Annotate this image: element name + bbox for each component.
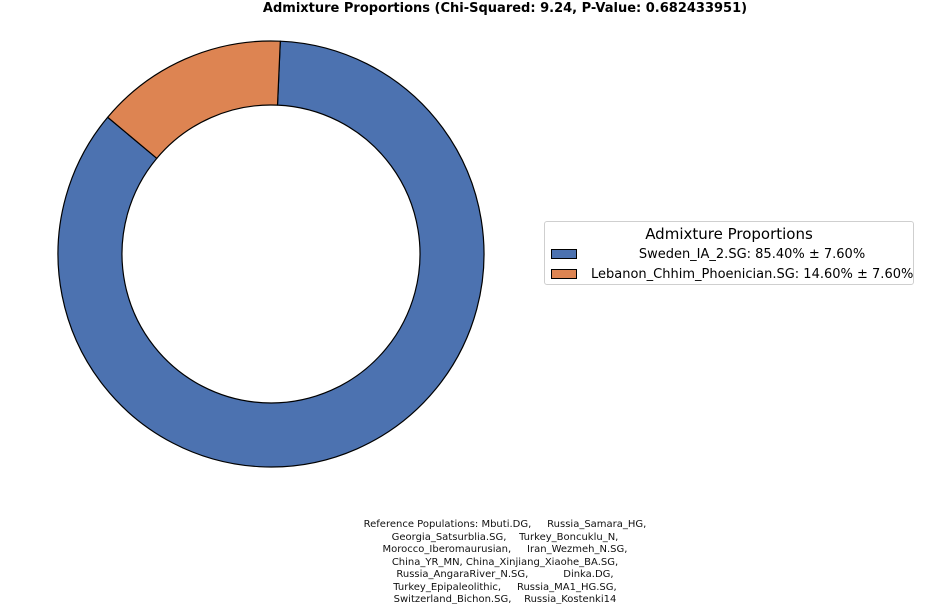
legend-item-lebanon: Lebanon_Chhim_Phoenician.SG: 14.60% ± 7.… — [551, 266, 914, 284]
legend-item-sweden: Sweden_IA_2.SG: 85.40% ± 7.60% — [551, 246, 911, 264]
legend-swatch-sweden — [551, 249, 577, 259]
donut-slice-lebanon — [107, 40, 281, 159]
legend-label-sweden: Sweden_IA_2.SG: 85.40% ± 7.60% — [638, 247, 866, 262]
legend: Admixture Proportions Sweden_IA_2.SG: 85… — [544, 221, 914, 285]
donut-slice-sweden — [57, 40, 485, 468]
chart-title: Admixture Proportions (Chi-Squared: 9.24… — [262, 1, 748, 16]
reference-populations-note: Reference Populations: Mbuti.DG, Russia_… — [363, 519, 647, 604]
donut-slices — [57, 40, 485, 468]
legend-label-lebanon: Lebanon_Chhim_Phoenician.SG: 14.60% ± 7.… — [591, 267, 914, 282]
legend-swatch-lebanon — [551, 269, 577, 279]
legend-title: Admixture Proportions — [645, 225, 813, 243]
